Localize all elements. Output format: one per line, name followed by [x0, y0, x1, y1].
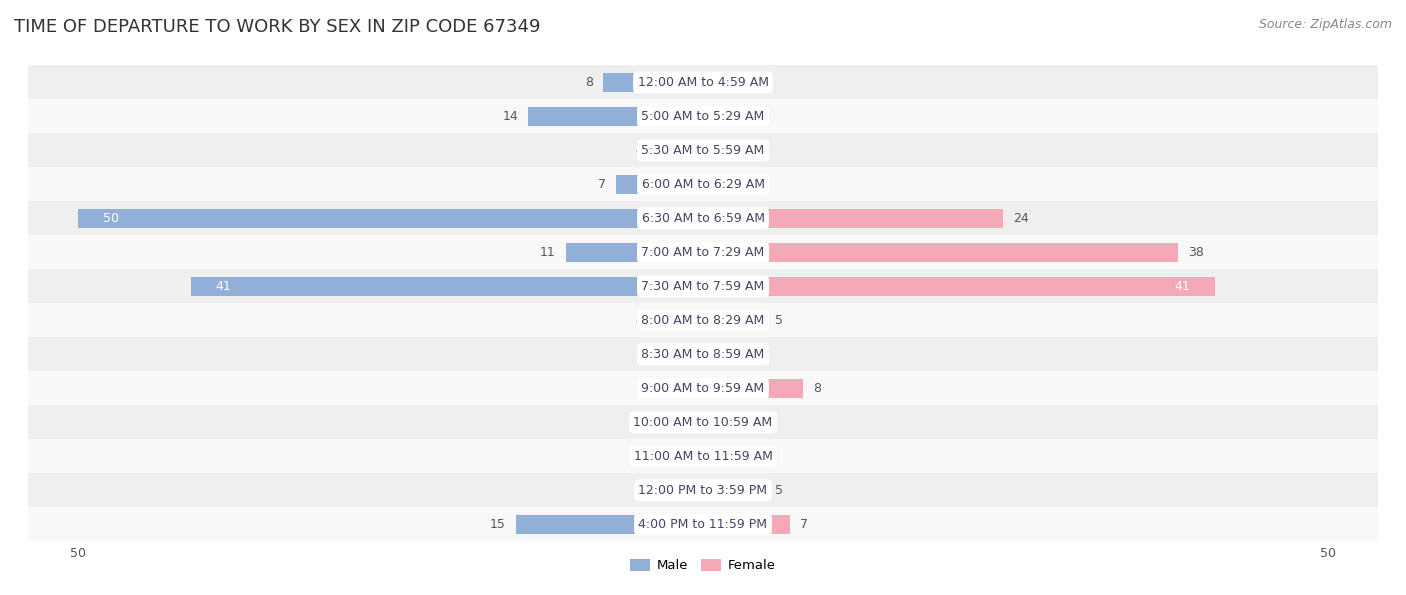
Bar — [28, 133, 1378, 167]
Bar — [28, 99, 1378, 133]
Text: 0: 0 — [685, 450, 693, 463]
Bar — [703, 141, 728, 160]
Bar — [603, 73, 703, 92]
Bar — [565, 243, 703, 262]
Bar — [703, 413, 741, 432]
Bar — [652, 141, 703, 160]
Text: 8:30 AM to 8:59 AM: 8:30 AM to 8:59 AM — [641, 348, 765, 361]
Text: 7:30 AM to 7:59 AM: 7:30 AM to 7:59 AM — [641, 280, 765, 293]
Text: 9:00 AM to 9:59 AM: 9:00 AM to 9:59 AM — [641, 382, 765, 395]
Text: 12:00 PM to 3:59 PM: 12:00 PM to 3:59 PM — [638, 484, 768, 497]
Text: 6:30 AM to 6:59 AM: 6:30 AM to 6:59 AM — [641, 212, 765, 225]
Text: 11: 11 — [540, 246, 555, 259]
Text: 0: 0 — [713, 348, 721, 361]
Bar — [28, 303, 1378, 337]
Text: 0: 0 — [713, 178, 721, 191]
Bar — [28, 508, 1378, 541]
Bar — [703, 311, 765, 330]
Text: 3: 3 — [751, 416, 758, 429]
Text: 5: 5 — [776, 314, 783, 327]
Text: 6:00 AM to 6:29 AM: 6:00 AM to 6:29 AM — [641, 178, 765, 191]
Text: TIME OF DEPARTURE TO WORK BY SEX IN ZIP CODE 67349: TIME OF DEPARTURE TO WORK BY SEX IN ZIP … — [14, 18, 540, 36]
Bar — [690, 481, 703, 500]
Text: 3: 3 — [648, 348, 655, 361]
Bar — [28, 167, 1378, 202]
Bar — [28, 371, 1378, 405]
Bar — [28, 405, 1378, 440]
Text: 8:00 AM to 8:29 AM: 8:00 AM to 8:29 AM — [641, 314, 765, 327]
Bar — [690, 413, 703, 432]
Text: 4:00 PM to 11:59 PM: 4:00 PM to 11:59 PM — [638, 518, 768, 531]
Text: 38: 38 — [1188, 246, 1204, 259]
Text: 41: 41 — [1174, 280, 1191, 293]
Text: 7: 7 — [598, 178, 606, 191]
Text: Source: ZipAtlas.com: Source: ZipAtlas.com — [1258, 18, 1392, 31]
Bar — [28, 440, 1378, 474]
Bar — [28, 337, 1378, 371]
Bar — [516, 515, 703, 534]
Text: 0: 0 — [685, 382, 693, 395]
Text: 8: 8 — [585, 76, 593, 89]
Text: 15: 15 — [489, 518, 506, 531]
Bar — [665, 345, 703, 364]
Bar — [79, 209, 703, 228]
Text: 0: 0 — [713, 76, 721, 89]
Text: 4: 4 — [636, 144, 643, 157]
Text: 12:00 AM to 4:59 AM: 12:00 AM to 4:59 AM — [637, 76, 769, 89]
Bar — [191, 277, 703, 296]
Text: 50: 50 — [103, 212, 120, 225]
Bar — [616, 175, 703, 194]
Bar — [703, 481, 765, 500]
Text: 8: 8 — [813, 382, 821, 395]
Bar — [652, 311, 703, 330]
Bar — [28, 270, 1378, 303]
Bar — [28, 474, 1378, 508]
Legend: Male, Female: Male, Female — [626, 554, 780, 578]
Text: 1: 1 — [725, 110, 734, 123]
Bar — [703, 515, 790, 534]
Text: 5:30 AM to 5:59 AM: 5:30 AM to 5:59 AM — [641, 144, 765, 157]
Text: 7:00 AM to 7:29 AM: 7:00 AM to 7:29 AM — [641, 246, 765, 259]
Text: 2: 2 — [738, 144, 745, 157]
Bar — [703, 243, 1178, 262]
Text: 5:00 AM to 5:29 AM: 5:00 AM to 5:29 AM — [641, 110, 765, 123]
Text: 7: 7 — [800, 518, 808, 531]
Text: 4: 4 — [636, 314, 643, 327]
Text: 1: 1 — [672, 484, 681, 497]
Text: 11:00 AM to 11:59 AM: 11:00 AM to 11:59 AM — [634, 450, 772, 463]
Text: 10:00 AM to 10:59 AM: 10:00 AM to 10:59 AM — [634, 416, 772, 429]
Bar — [703, 379, 803, 398]
Bar — [28, 202, 1378, 236]
Bar — [703, 209, 1002, 228]
Text: 5: 5 — [776, 484, 783, 497]
Text: 0: 0 — [713, 450, 721, 463]
Bar — [28, 236, 1378, 270]
Text: 1: 1 — [672, 416, 681, 429]
Bar — [703, 107, 716, 126]
Text: 41: 41 — [215, 280, 232, 293]
Bar — [703, 277, 1215, 296]
Bar — [28, 65, 1378, 99]
Bar — [529, 107, 703, 126]
Text: 24: 24 — [1012, 212, 1029, 225]
Text: 14: 14 — [502, 110, 517, 123]
